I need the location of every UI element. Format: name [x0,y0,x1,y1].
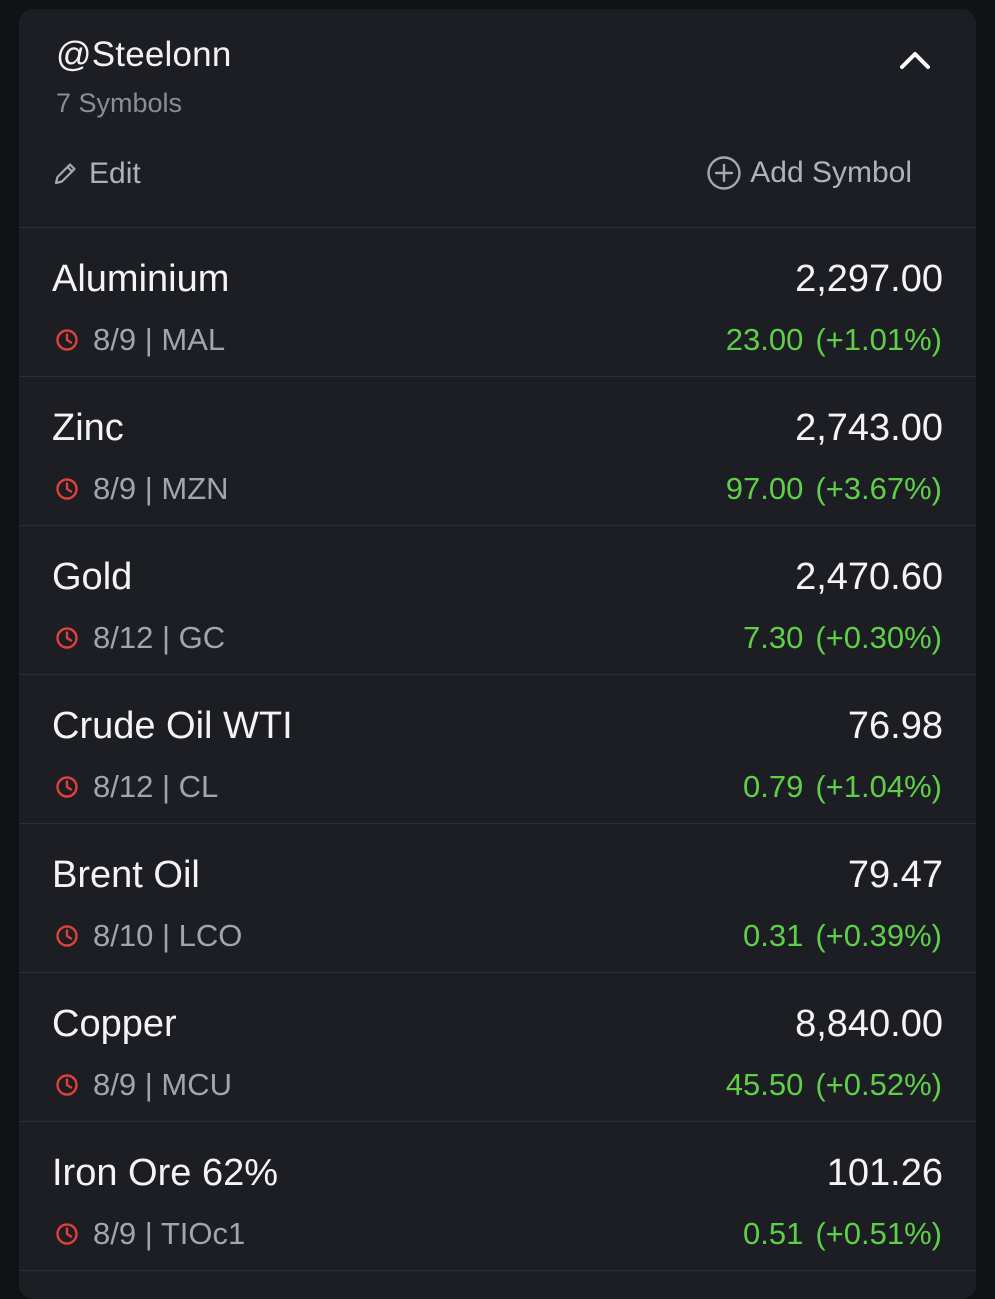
symbol-meta: 8/10 | LCO [55,918,242,954]
symbol-row-copper[interactable]: Copper 8,840.00 8/9 | MCU 45.50 (+0.52%) [19,973,976,1122]
change-value: 7.30 [743,620,804,655]
clock-icon [56,478,78,500]
symbol-change: 0.51 (+0.51%) [743,1216,942,1252]
edit-button[interactable]: Edit [51,157,141,191]
symbol-name: Crude Oil WTI [52,705,293,747]
symbol-name: Zinc [52,407,124,449]
symbol-name: Iron Ore 62% [52,1152,278,1194]
symbol-change: 7.30 (+0.30%) [743,620,942,656]
symbol-row-zinc[interactable]: Zinc 2,743.00 8/9 | MZN 97.00 (+3.67%) [19,377,976,526]
symbol-price: 2,743.00 [795,407,943,449]
change-percent: (+0.39%) [815,918,942,953]
pencil-icon [54,163,76,185]
symbol-meta: 8/12 | GC [55,620,225,656]
symbol-meta: 8/9 | MAL [55,322,225,358]
clock-icon [56,776,78,798]
change-value: 0.51 [743,1216,804,1251]
watchlist-header: @Steelonn 7 Symbols Edit Add Symbol [19,9,976,228]
symbol-date-ticker: 8/9 | MCU [93,1067,232,1102]
symbol-date-ticker: 8/9 | MAL [93,322,226,357]
symbol-price: 2,470.60 [795,556,943,598]
watchlist-card: @Steelonn 7 Symbols Edit Add Symbol [19,9,976,1299]
symbol-date-ticker: 8/9 | MZN [93,471,229,506]
symbol-change: 23.00 (+1.01%) [726,322,942,358]
symbol-name: Copper [52,1003,177,1045]
symbol-row-crude-oil-wti[interactable]: Crude Oil WTI 76.98 8/12 | CL 0.79 (+1.0… [19,675,976,824]
change-percent: (+0.52%) [815,1067,942,1102]
symbol-date-ticker: 8/10 | LCO [93,918,243,953]
symbol-price: 2,297.00 [795,258,943,300]
symbol-row-aluminium[interactable]: Aluminium 2,297.00 8/9 | MAL 23.00 (+1.0… [19,228,976,377]
symbol-meta: 8/9 | TIOc1 [55,1216,245,1252]
symbol-meta: 8/9 | MCU [55,1067,232,1103]
symbol-row-brent-oil[interactable]: Brent Oil 79.47 8/10 | LCO 0.31 (+0.39%) [19,824,976,973]
symbol-name: Gold [52,556,133,598]
symbol-meta: 8/9 | MZN [55,471,229,507]
clock-icon [56,329,78,351]
change-percent: (+1.04%) [815,769,942,804]
symbol-meta: 8/12 | CL [55,769,218,805]
symbol-count: 7 Symbols [56,88,183,118]
change-percent: (+3.67%) [815,471,942,506]
change-percent: (+0.30%) [815,620,942,655]
add-symbol-button[interactable]: Add Symbol [706,155,912,191]
clock-icon [56,1223,78,1245]
watchlist-title[interactable]: @Steelonn [56,35,232,74]
change-value: 23.00 [725,322,804,357]
symbol-price: 79.47 [847,854,943,896]
symbol-change: 97.00 (+3.67%) [726,471,942,507]
change-percent: (+1.01%) [815,322,942,357]
symbol-price: 8,840.00 [795,1003,943,1045]
change-percent: (+0.51%) [815,1216,942,1251]
symbol-name: Aluminium [52,258,230,300]
clock-icon [56,925,78,947]
clock-icon [56,627,78,649]
chevron-up-icon [900,52,930,69]
clock-icon [56,1074,78,1096]
plus-circle-icon [707,156,741,190]
symbol-name: Brent Oil [52,854,200,896]
change-value: 97.00 [725,471,804,506]
symbol-row-gold[interactable]: Gold 2,470.60 8/12 | GC 7.30 (+0.30%) [19,526,976,675]
collapse-button[interactable] [898,45,932,75]
symbol-row-iron-ore-62[interactable]: Iron Ore 62% 101.26 8/9 | TIOc1 0.51 (+0… [19,1122,976,1271]
symbol-date-ticker: 8/12 | GC [93,620,226,655]
symbol-change: 0.79 (+1.04%) [743,769,942,805]
change-value: 0.31 [743,918,804,953]
symbol-change: 45.50 (+0.52%) [726,1067,942,1103]
symbol-date-ticker: 8/12 | CL [93,769,219,804]
symbol-change: 0.31 (+0.39%) [743,918,942,954]
add-symbol-label: Add Symbol [750,156,912,189]
edit-label: Edit [89,157,141,190]
symbol-price: 76.98 [847,705,943,747]
change-value: 45.50 [725,1067,804,1102]
symbol-price: 101.26 [826,1152,943,1194]
symbol-list: Aluminium 2,297.00 8/9 | MAL 23.00 (+1.0… [19,228,976,1271]
change-value: 0.79 [743,769,804,804]
symbol-date-ticker: 8/9 | TIOc1 [93,1216,246,1251]
